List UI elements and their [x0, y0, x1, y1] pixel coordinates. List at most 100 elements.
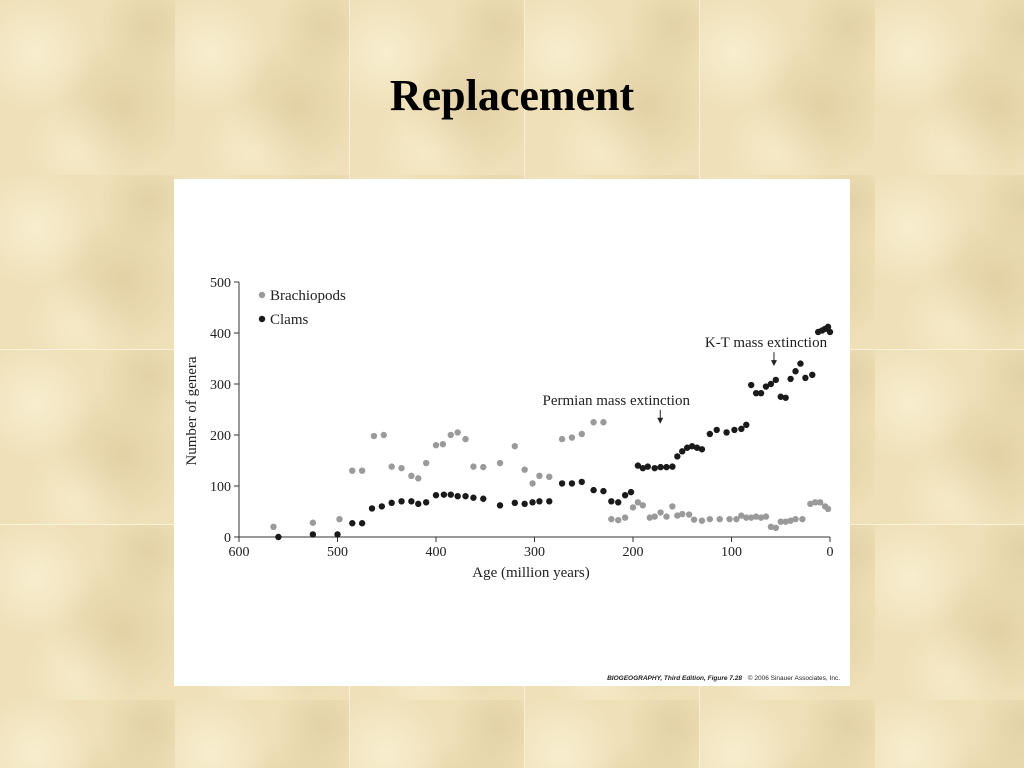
data-point: [674, 512, 681, 519]
data-point: [767, 380, 775, 388]
data-point: [368, 505, 376, 512]
data-point: [590, 419, 597, 426]
series-clams: [275, 323, 834, 541]
data-point: [738, 512, 745, 519]
data-point: [663, 513, 670, 520]
data-point: [439, 440, 447, 448]
data-point: [349, 467, 356, 474]
data-point: [651, 464, 658, 472]
data-point: [762, 383, 770, 390]
data-point: [358, 467, 366, 474]
data-point: [447, 431, 454, 439]
data-point: [782, 394, 789, 401]
data-point: [743, 514, 750, 521]
figure-panel: 600 500 400 300 200 100 0 0 100 200 300 400 500 Brac…: [174, 179, 850, 686]
data-point: [663, 463, 670, 471]
data-point: [380, 431, 387, 439]
figure-credit: BIOGEOGRAPHY, Third Edition, Figure 7.28…: [607, 674, 840, 682]
data-point: [447, 491, 454, 498]
data-point: [646, 514, 653, 521]
data-point: [590, 486, 597, 494]
data-point: [600, 487, 607, 495]
y-tick-label: 300: [210, 378, 231, 393]
data-point: [651, 513, 658, 520]
data-point: [716, 515, 723, 523]
data-point: [511, 443, 518, 450]
x-tick-label: 100: [721, 545, 742, 560]
x-tick-label: 500: [327, 545, 348, 560]
data-point: [432, 491, 440, 499]
annotation-arrowhead: [657, 417, 664, 424]
data-point: [816, 499, 824, 506]
figure-credit-copyright: © 2006 Sinauer Associates, Inc.: [748, 674, 840, 682]
axes: [234, 281, 831, 542]
data-point: [679, 510, 686, 518]
data-point: [378, 503, 386, 510]
data-point: [511, 499, 518, 507]
data-point: [706, 515, 714, 523]
x-axis-label: Age (million years): [472, 565, 589, 581]
data-point: [334, 531, 341, 538]
x-tick-label: 400: [426, 545, 447, 560]
data-point: [802, 374, 809, 382]
data-point: [726, 515, 733, 523]
data-point: [462, 435, 469, 443]
legend-entry: Brachiopods: [270, 288, 346, 304]
data-point: [370, 432, 378, 440]
data-point: [723, 429, 730, 436]
data-point: [336, 515, 343, 523]
data-point: [388, 463, 395, 470]
data-point: [470, 494, 477, 501]
data-point: [731, 426, 738, 434]
data-point: [748, 381, 755, 389]
data-point: [767, 523, 775, 530]
data-point: [698, 517, 706, 524]
annotation-label: Permian mass extinction: [543, 393, 691, 409]
data-point: [706, 430, 714, 438]
data-point: [792, 368, 799, 375]
data-point: [634, 462, 642, 469]
data-point: [772, 524, 780, 532]
data-point: [615, 516, 622, 524]
y-tick-label: 200: [210, 429, 231, 444]
data-point: [270, 523, 277, 530]
data-point: [674, 453, 681, 460]
data-point: [752, 513, 760, 520]
data-point: [733, 515, 740, 523]
data-point: [743, 421, 750, 428]
data-point: [797, 360, 804, 367]
y-tick-label: 100: [210, 480, 231, 495]
data-point: [690, 516, 698, 523]
data-point: [608, 498, 615, 505]
data-point: [440, 491, 448, 498]
data-point: [470, 463, 477, 470]
data-point: [757, 514, 765, 521]
data-point: [422, 459, 430, 467]
data-point: [309, 531, 317, 538]
x-tick-label: 200: [623, 545, 644, 560]
x-tick-label: 0: [827, 545, 834, 560]
data-point: [480, 463, 487, 471]
data-point: [752, 389, 760, 397]
data-point: [826, 328, 834, 336]
data-point: [536, 472, 543, 479]
scatter-chart: 600 500 400 300 200 100 0 0 100 200 300 400 500 Brac…: [184, 276, 840, 682]
data-point: [669, 503, 676, 510]
data-point: [432, 442, 440, 449]
legend-entry: Clams: [270, 312, 308, 328]
data-point: [578, 478, 585, 486]
data-point: [787, 375, 794, 383]
data-point: [546, 473, 553, 481]
data-point: [275, 533, 282, 541]
data-point: [809, 371, 816, 379]
x-tick-label: 600: [229, 545, 250, 560]
data-point: [685, 511, 693, 518]
annotation: K-T mass extinction: [705, 335, 828, 367]
data-point: [683, 444, 691, 451]
figure-credit-source: BIOGEOGRAPHY, Third Edition, Figure 7.28: [607, 675, 742, 682]
data-point: [558, 480, 566, 487]
data-point: [748, 514, 755, 521]
data-point: [738, 425, 745, 433]
data-point: [713, 426, 720, 434]
data-point: [621, 491, 629, 499]
